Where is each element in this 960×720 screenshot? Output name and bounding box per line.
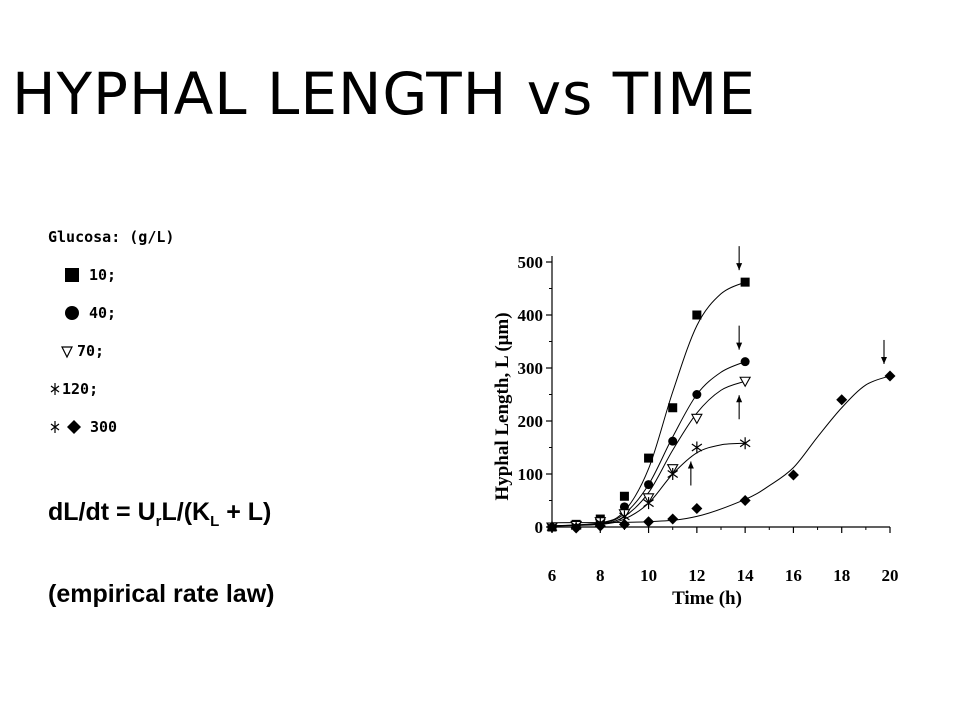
x-tick-label: 18 xyxy=(833,566,850,585)
x-tick-label: 8 xyxy=(596,566,605,585)
data-point-star xyxy=(691,441,703,454)
legend-title: Glucosa: (g/L) xyxy=(48,228,175,246)
equation-part: + L) xyxy=(219,498,272,526)
data-point-square xyxy=(619,491,629,501)
data-point-square xyxy=(740,277,750,287)
equation-subscript: L xyxy=(210,513,220,530)
y-tick-label: 0 xyxy=(535,518,544,537)
rate-equation: dL/dt = UrL/(KL + L) xyxy=(48,498,271,530)
y-axis-label: Hyphal Length, L (μm) xyxy=(492,312,513,500)
arrow-head xyxy=(736,342,743,350)
equation-subscript: r xyxy=(155,513,162,530)
rate-law-note: (empirical rate law) xyxy=(48,580,275,608)
legend-label: 40; xyxy=(89,304,117,322)
x-tick-label: 10 xyxy=(640,566,657,585)
arrow-head xyxy=(881,356,887,364)
data-point-diamond xyxy=(667,513,679,525)
data-point-circle xyxy=(740,357,750,367)
data-point-square xyxy=(692,310,702,320)
data-point-circle xyxy=(644,480,654,490)
data-point-triangle xyxy=(690,413,703,425)
data-point-diamond xyxy=(836,394,848,406)
data-point-diamond xyxy=(546,521,558,533)
arrow-head xyxy=(736,263,743,271)
data-point-diamond xyxy=(570,522,582,534)
data-point-circle xyxy=(692,390,702,399)
fit-curve xyxy=(551,375,891,524)
data-point-square xyxy=(668,403,678,413)
y-tick-label: 400 xyxy=(518,306,544,325)
data-point-circle xyxy=(668,436,678,446)
x-axis-label: Time (h) xyxy=(672,588,742,609)
data-point-star xyxy=(739,437,751,450)
legend-label: 70; xyxy=(77,342,105,360)
legend-label: 300 xyxy=(90,418,118,436)
equation-part: L/(K xyxy=(161,498,211,526)
legend-label: 120; xyxy=(62,380,99,398)
data-point-diamond xyxy=(691,502,703,514)
y-tick-label: 100 xyxy=(518,465,544,484)
data-point-square xyxy=(644,453,654,463)
data-point-star xyxy=(643,497,654,510)
data-point-diamond xyxy=(643,516,655,528)
equation-part: dL/dt = U xyxy=(48,498,156,526)
page-title: HYPHAL LENGTH vs TIME xyxy=(12,60,756,128)
x-tick-label: 12 xyxy=(688,566,705,585)
arrow-head xyxy=(736,395,743,403)
data-point-diamond xyxy=(594,520,606,532)
y-tick-label: 200 xyxy=(518,412,544,431)
data-point-diamond xyxy=(884,370,896,382)
filled-diamond-icon xyxy=(67,420,81,434)
data-point-circle xyxy=(619,502,629,512)
x-tick-label: 16 xyxy=(785,566,802,585)
data-point-diamond xyxy=(787,469,799,481)
fit-curve xyxy=(551,281,746,527)
data-point-diamond xyxy=(739,495,751,506)
star-icon xyxy=(50,383,60,395)
x-tick-label: 20 xyxy=(882,566,899,585)
data-point-star xyxy=(667,468,679,480)
data-point-diamond xyxy=(618,518,630,530)
y-tick-label: 500 xyxy=(518,253,544,272)
legend-label: 10; xyxy=(89,266,117,284)
y-tick-label: 300 xyxy=(518,359,544,378)
arrow-head xyxy=(687,461,694,469)
filled-circle-icon xyxy=(65,306,79,320)
filled-square-icon xyxy=(65,268,79,282)
x-tick-label: 6 xyxy=(548,566,557,585)
x-tick-label: 14 xyxy=(737,566,755,585)
data-point-triangle xyxy=(739,376,752,388)
open-triangle-down-icon xyxy=(61,346,73,359)
star-icon xyxy=(50,421,60,433)
